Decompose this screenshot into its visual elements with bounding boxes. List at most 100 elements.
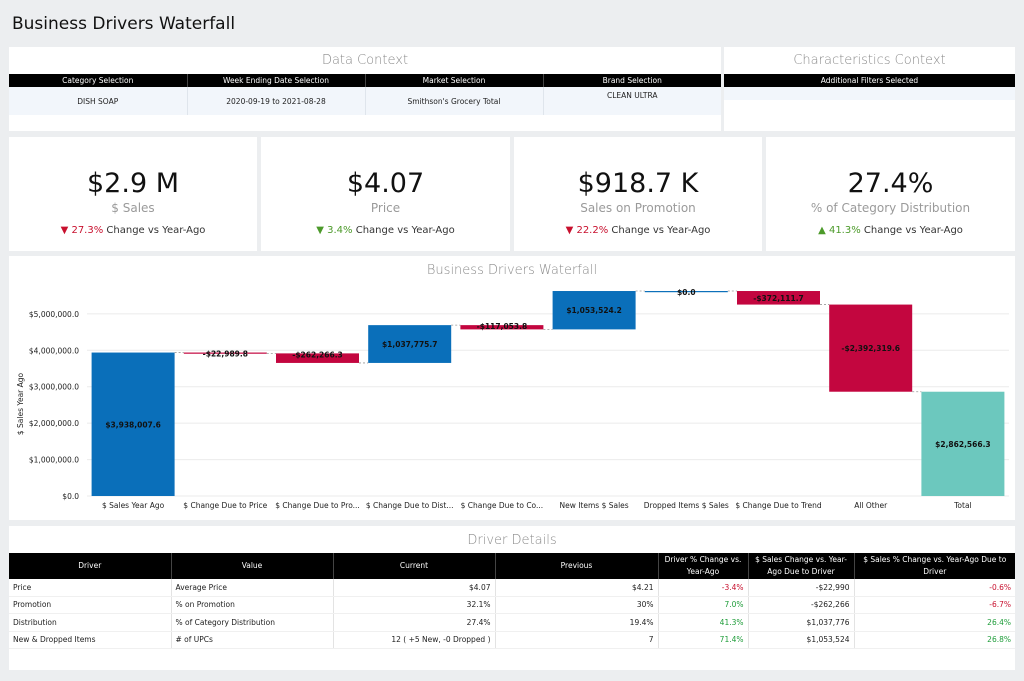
value-cell: # of UPCs (171, 631, 334, 649)
y-axis-label: $ Sales Year Ago (16, 372, 25, 435)
current-header[interactable]: Current (333, 553, 496, 579)
y-tick-label: $5,000,000.0 (29, 310, 79, 319)
waterfall-bar[interactable] (644, 291, 728, 293)
kpi-change-value: 41.3% (828, 225, 861, 236)
data-label: -$2,392,319.6 (841, 344, 900, 353)
arrow-down-icon: ▼ (316, 225, 324, 236)
kpi-change-suffix: Change vs Year-Ago (103, 225, 206, 236)
arrow-up-icon: ▲ (818, 225, 826, 236)
kpi-card-category-distribution: 27.4% % of Category Distribution ▲ 41.3%… (766, 137, 1015, 251)
market-selection-value[interactable]: Smithson's Grocery Total (365, 87, 544, 115)
waterfall-bar[interactable] (737, 291, 820, 305)
waterfall-bar[interactable] (552, 291, 636, 330)
data-label: $2,862,566.3 (935, 440, 991, 449)
sales-pct-change-header[interactable]: $ Sales % Change vs. Year-Ago Due to Dri… (854, 553, 1015, 579)
category-selection-value[interactable]: DISH SOAP (9, 87, 188, 115)
driver-cell: Price (9, 579, 172, 597)
driver-cell: Distribution (9, 613, 172, 632)
market-selection-header: Market Selection (365, 74, 544, 87)
kpi-value: $2.9 M (87, 168, 179, 199)
value-cell: % of Category Distribution (171, 613, 334, 632)
waterfall-bar[interactable] (183, 352, 267, 354)
x-tick-label: $ Change Due to Dist... (366, 501, 454, 510)
data-label: -$262,266.3 (292, 350, 343, 359)
data-label: -$22,989.8 (203, 350, 248, 359)
table-row: Distribution% of Category Distribution 27… (9, 613, 1015, 632)
characteristics-context-table: Additional Filters Selected (724, 74, 1015, 100)
sales-change-header[interactable]: $ Sales Change vs. Year-Ago Due to Drive… (748, 553, 855, 579)
waterfall-bar[interactable] (460, 325, 544, 330)
data-label: -$117,053.8 (477, 322, 528, 331)
kpi-change: ▼ 22.2% Change vs Year-Ago (514, 225, 762, 236)
driver-pct-change-cell: 71.4% (658, 631, 749, 649)
date-selection-value[interactable]: 2020-09-19 to 2021-08-28 (187, 87, 366, 115)
driver-header[interactable]: Driver (9, 553, 172, 579)
kpi-value: 27.4% (847, 168, 934, 199)
kpi-card-price: $4.07 Price ▼ 3.4% Change vs Year-Ago (261, 137, 510, 251)
driver-pct-change-cell: -3.4% (658, 579, 749, 597)
chart-title: Business Drivers Waterfall (426, 263, 598, 278)
kpi-change-suffix: Change vs Year-Ago (352, 225, 455, 236)
current-cell: 12 ( +5 New, -0 Dropped ) (333, 631, 496, 649)
value-cell: Average Price (171, 579, 334, 597)
kpi-change-suffix: Change vs Year-Ago (608, 225, 711, 236)
waterfall-bar[interactable] (368, 325, 452, 363)
brand-selection-header: Brand Selection (543, 74, 721, 87)
kpi-label: $ Sales (111, 201, 155, 215)
previous-header[interactable]: Previous (495, 553, 659, 579)
additional-filters-header: Additional Filters Selected (724, 74, 1015, 87)
driver-pct-change-cell: 7.0% (658, 596, 749, 614)
driver-pct-change-cell: 41.3% (658, 613, 749, 632)
waterfall-bar[interactable] (276, 353, 359, 363)
characteristics-context-panel: Characteristics Context Additional Filte… (724, 47, 1015, 131)
sales-change-cell: $1,037,776 (748, 613, 855, 632)
table-row: Price Average Price $4.07 $4.21 -3.4% -$22,99… (9, 579, 1015, 597)
data-label: -$372,111.7 (753, 294, 804, 303)
previous-cell: 19.4% (495, 613, 659, 632)
kpi-label: Sales on Promotion (580, 201, 696, 215)
kpi-change-suffix: Change vs Year-Ago (860, 225, 963, 236)
waterfall-chart: $0.0 $1,000,000.0 $2,000,000.0 $3,000,000.0… (16, 288, 1009, 510)
waterfall-bar[interactable] (921, 391, 1005, 496)
data-context-title: Data Context (321, 53, 409, 68)
sales-pct-change-cell: -0.6% (854, 579, 1015, 597)
driver-pct-change-header[interactable]: Driver % Change vs. Year-Ago (658, 553, 749, 579)
current-cell: 27.4% (333, 613, 496, 632)
data-context-table: Category Selection Week Ending Date Sele… (9, 74, 721, 115)
data-label: $1,053,524.2 (566, 306, 622, 315)
x-tick-label: New Items $ Sales (559, 501, 628, 510)
kpi-change-value: 3.4% (327, 225, 353, 236)
kpi-value: $4.07 (346, 168, 425, 199)
kpi-label: % of Category Distribution (810, 201, 971, 215)
table-row: Promotion% on Promotion 32.1% 30% 7.0% -$262… (9, 596, 1015, 614)
kpi-change: ▼ 3.4% Change vs Year-Ago (261, 225, 510, 236)
kpi-card-sales: $2.9 M $ Sales ▼ 27.3% Change vs Year-Ag… (9, 137, 257, 251)
data-label: $0.0 (677, 288, 696, 297)
driver-cell: Promotion (9, 596, 172, 614)
page-title: Business Drivers Waterfall (12, 14, 236, 34)
y-tick-label: $1,000,000.0 (29, 456, 79, 465)
y-tick-label: $0.0 (62, 492, 79, 501)
kpi-change: ▲ 41.3% Change vs Year-Ago (766, 225, 1015, 236)
x-tick-label: $ Change Due to Price (183, 501, 267, 510)
data-label: $3,938,007.6 (105, 420, 161, 429)
current-cell: $4.07 (333, 579, 496, 597)
waterfall-bar[interactable] (91, 352, 175, 496)
arrow-down-icon: ▼ (60, 225, 69, 236)
sales-change-cell: -$22,990 (748, 579, 855, 597)
waterfall-chart-panel: Business Drivers Waterfall $0.0 $1,000,00… (9, 256, 1015, 520)
brand-selection-value[interactable]: CLEAN ULTRA (543, 87, 721, 115)
kpi-change-value: 22.2% (576, 225, 609, 236)
value-header[interactable]: Value (171, 553, 334, 579)
previous-cell: 30% (495, 596, 659, 614)
y-tick-label: $4,000,000.0 (29, 346, 79, 355)
sales-pct-change-cell: 26.4% (854, 613, 1015, 632)
waterfall-bar[interactable] (829, 304, 913, 392)
data-label: $1,037,775.7 (382, 340, 438, 349)
arrow-down-icon: ▼ (565, 225, 574, 236)
y-tick-label: $2,000,000.0 (29, 419, 79, 428)
category-selection-header: Category Selection (9, 74, 188, 87)
x-tick-label: All Other (854, 501, 888, 510)
x-tick-label: Dropped Items $ Sales (644, 501, 729, 510)
previous-cell: 7 (495, 631, 659, 649)
